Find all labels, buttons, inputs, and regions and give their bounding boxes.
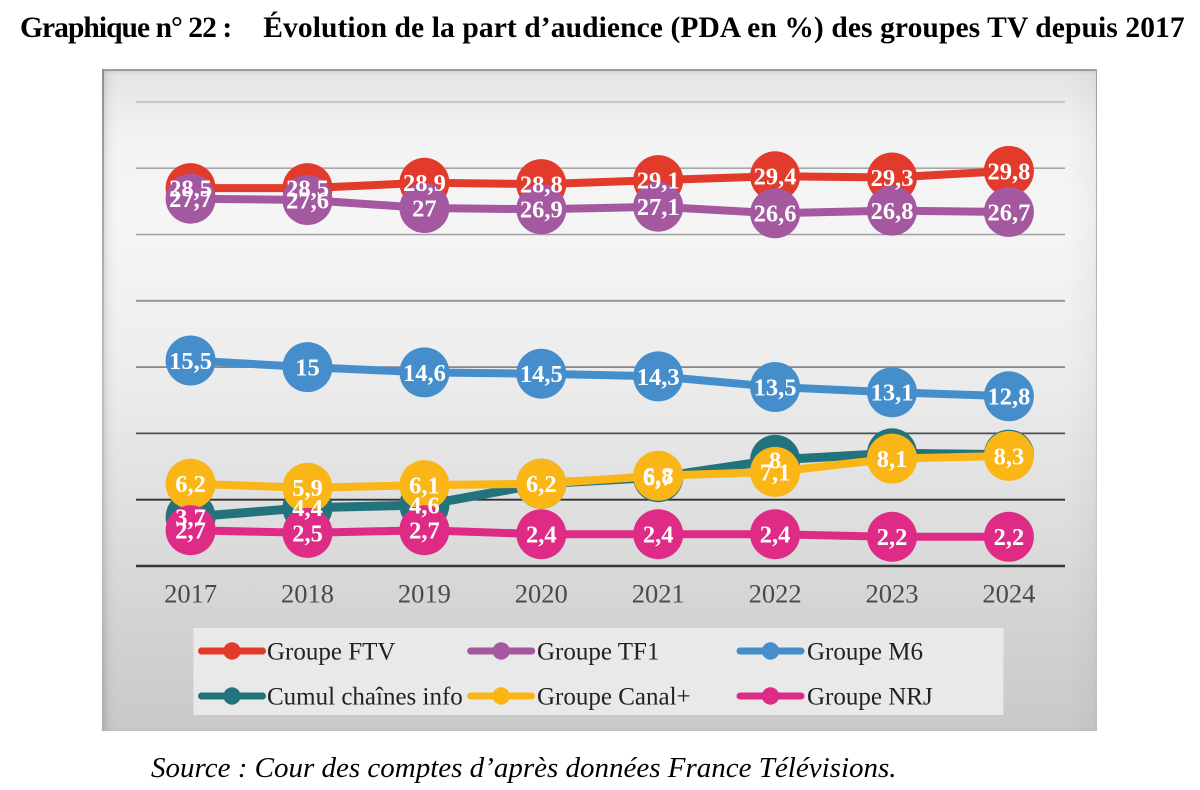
svg-text:28,5: 28,5 xyxy=(169,176,212,203)
svg-text:2018: 2018 xyxy=(281,579,334,609)
svg-text:27,1: 27,1 xyxy=(637,194,680,221)
svg-text:14,6: 14,6 xyxy=(403,360,446,387)
svg-text:8: 8 xyxy=(769,447,781,474)
svg-text:6,2: 6,2 xyxy=(526,471,557,498)
svg-text:4,6: 4,6 xyxy=(409,492,440,519)
svg-text:27,7: 27,7 xyxy=(169,186,212,213)
svg-text:28,9: 28,9 xyxy=(403,170,446,197)
svg-text:7,1: 7,1 xyxy=(760,459,791,486)
svg-text:2024: 2024 xyxy=(982,579,1035,609)
svg-text:2,7: 2,7 xyxy=(409,518,440,545)
svg-text:2022: 2022 xyxy=(749,579,802,609)
svg-text:29,8: 29,8 xyxy=(987,158,1030,185)
svg-text:2017: 2017 xyxy=(164,579,217,609)
svg-text:Cumul chaînes info: Cumul chaînes info xyxy=(267,684,463,711)
svg-text:6,7: 6,7 xyxy=(643,465,674,492)
svg-text:28,8: 28,8 xyxy=(520,172,563,199)
svg-text:Groupe TF1: Groupe TF1 xyxy=(537,639,659,666)
svg-text:Groupe NRJ: Groupe NRJ xyxy=(807,684,933,711)
svg-text:26,7: 26,7 xyxy=(987,199,1030,226)
svg-text:Groupe FTV: Groupe FTV xyxy=(267,639,395,666)
svg-text:8,1: 8,1 xyxy=(877,446,908,473)
svg-text:26,8: 26,8 xyxy=(871,198,914,225)
svg-text:27,6: 27,6 xyxy=(286,187,329,214)
svg-text:5,9: 5,9 xyxy=(292,475,323,502)
svg-text:15: 15 xyxy=(295,355,320,382)
svg-text:29,1: 29,1 xyxy=(637,168,680,195)
svg-text:26,9: 26,9 xyxy=(520,197,563,224)
svg-text:6,2: 6,2 xyxy=(175,471,206,498)
svg-text:2,7: 2,7 xyxy=(175,518,206,545)
svg-text:2,4: 2,4 xyxy=(760,522,791,549)
svg-text:2,5: 2,5 xyxy=(292,520,323,547)
svg-text:2,4: 2,4 xyxy=(526,522,557,549)
svg-text:14,5: 14,5 xyxy=(520,361,563,388)
svg-text:2,2: 2,2 xyxy=(994,524,1025,551)
svg-text:3,7: 3,7 xyxy=(175,504,206,531)
svg-text:27: 27 xyxy=(412,195,437,222)
svg-text:13,5: 13,5 xyxy=(754,374,797,401)
svg-text:2,2: 2,2 xyxy=(877,524,908,551)
svg-text:13,1: 13,1 xyxy=(871,380,914,407)
svg-text:2,4: 2,4 xyxy=(643,522,674,549)
svg-text:28,5: 28,5 xyxy=(286,176,329,203)
svg-text:8,3: 8,3 xyxy=(994,443,1025,470)
svg-text:Groupe Canal+: Groupe Canal+ xyxy=(537,684,691,711)
svg-text:4,4: 4,4 xyxy=(292,495,323,522)
svg-text:26,6: 26,6 xyxy=(754,201,797,228)
svg-text:12,8: 12,8 xyxy=(987,384,1030,411)
svg-text:2023: 2023 xyxy=(866,579,919,609)
svg-text:15,5: 15,5 xyxy=(169,348,212,375)
svg-text:29,3: 29,3 xyxy=(871,165,914,192)
svg-text:14,3: 14,3 xyxy=(637,364,680,391)
svg-text:2019: 2019 xyxy=(398,579,451,609)
svg-text:Groupe M6: Groupe M6 xyxy=(807,639,923,666)
svg-text:6,1: 6,1 xyxy=(409,473,440,500)
svg-text:2021: 2021 xyxy=(632,579,685,609)
svg-text:29,4: 29,4 xyxy=(754,164,797,191)
svg-text:2020: 2020 xyxy=(515,579,568,609)
svg-text:6,8: 6,8 xyxy=(643,463,674,490)
